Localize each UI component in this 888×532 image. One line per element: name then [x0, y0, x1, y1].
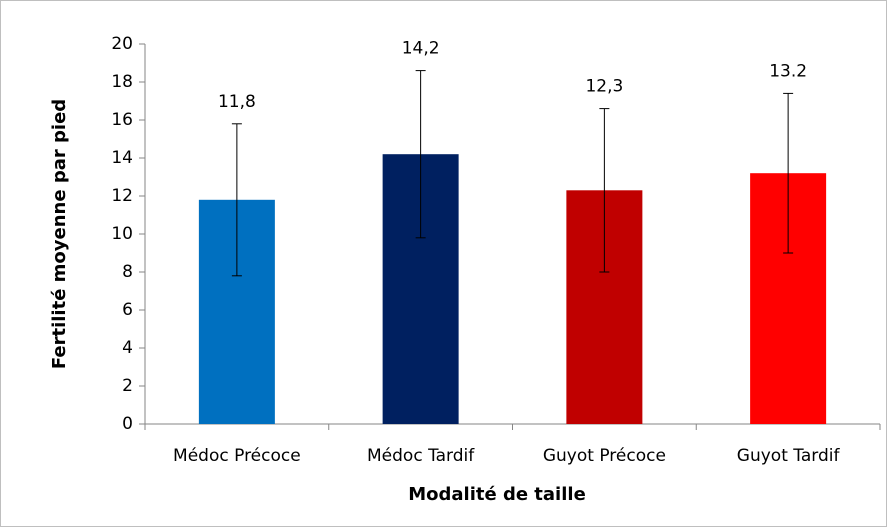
- value-label: 14,2: [402, 39, 440, 59]
- error-bar: [783, 92, 794, 254]
- y-axis-label: Fertilité moyenne par pied: [49, 99, 70, 369]
- x-axis-label: Modalité de taille: [408, 484, 586, 505]
- value-label: 13.2: [769, 61, 807, 81]
- y-tick-label: 14: [111, 148, 133, 168]
- error-bar: [231, 123, 242, 277]
- x-tick-label: Guyot Tardif: [737, 446, 841, 466]
- y-tick-label: 18: [111, 72, 133, 92]
- error-bar: [599, 108, 610, 273]
- y-tick-label: 8: [122, 262, 133, 282]
- y-tick-label: 12: [111, 186, 133, 206]
- y-tick-label: 0: [122, 414, 133, 434]
- x-tick-label: Médoc Tardif: [367, 446, 475, 466]
- y-tick-label: 16: [111, 110, 133, 130]
- y-tick-label: 4: [122, 338, 133, 358]
- value-label: 11,8: [218, 92, 256, 112]
- value-label: 12,3: [585, 77, 623, 97]
- x-tick-label: Médoc Précoce: [173, 446, 301, 466]
- y-tick-label: 20: [111, 34, 133, 54]
- y-tick-label: 10: [111, 224, 133, 244]
- x-tick-label: Guyot Précoce: [543, 446, 666, 466]
- y-tick-label: 6: [122, 300, 133, 320]
- error-bar: [415, 70, 426, 239]
- y-tick-label: 2: [122, 376, 133, 396]
